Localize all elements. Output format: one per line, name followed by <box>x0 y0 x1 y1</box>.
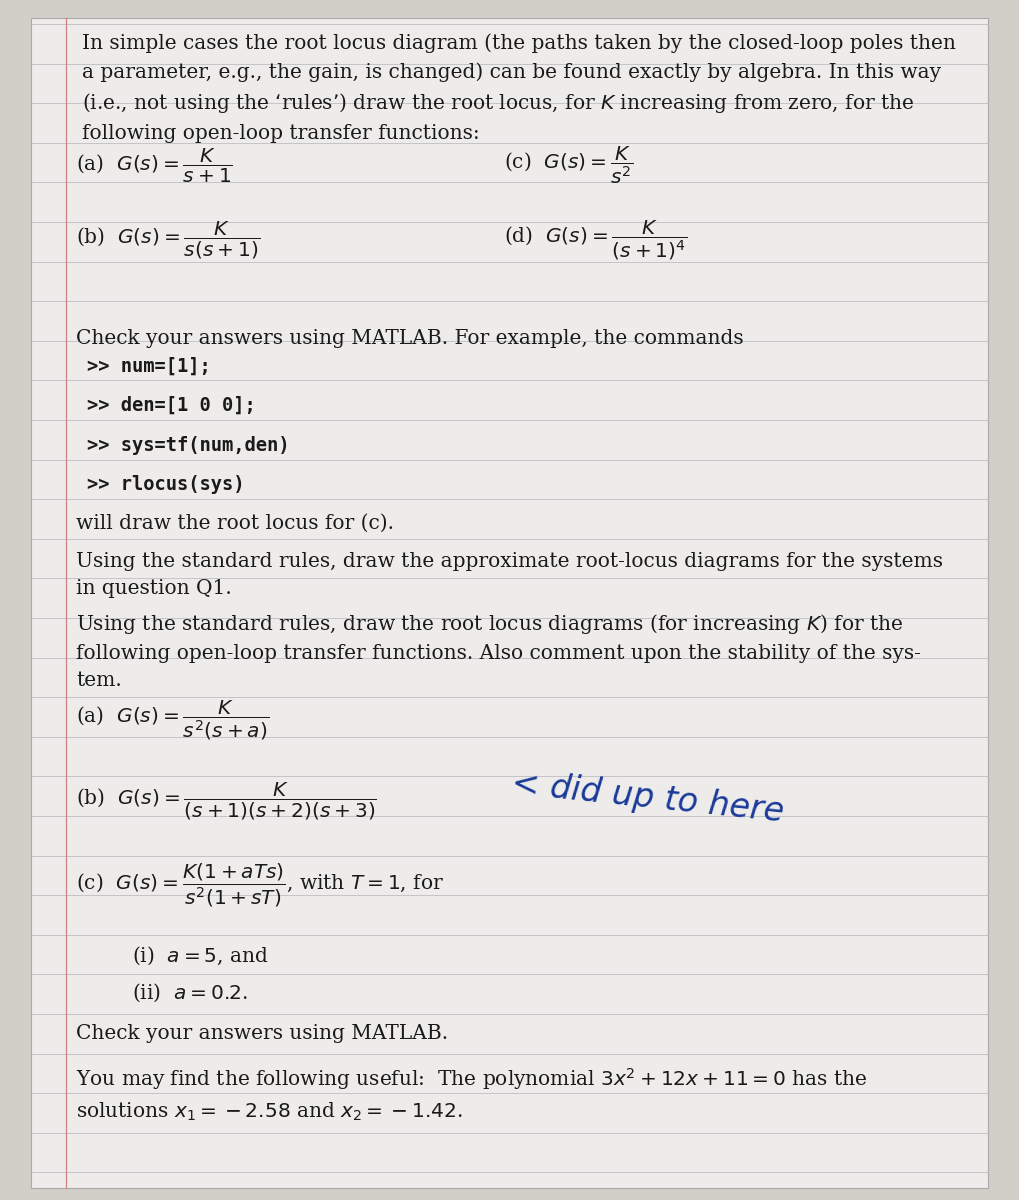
Text: >> den=[1 0 0];: >> den=[1 0 0]; <box>87 396 256 415</box>
Text: (i)  $a = 5$, and: (i) $a = 5$, and <box>132 944 269 967</box>
Polygon shape <box>31 18 988 1188</box>
Text: (c)  $G(s) = \dfrac{K}{s^2}$: (c) $G(s) = \dfrac{K}{s^2}$ <box>504 145 634 186</box>
Text: (c)  $G(s) = \dfrac{K(1+aTs)}{s^2(1+sT)}$, with $T = 1$, for: (c) $G(s) = \dfrac{K(1+aTs)}{s^2(1+sT)}$… <box>76 862 444 910</box>
Text: (b)  $G(s) = \dfrac{K}{s(s+1)}$: (b) $G(s) = \dfrac{K}{s(s+1)}$ <box>76 220 261 260</box>
Text: (ii)  $a = 0.2$.: (ii) $a = 0.2$. <box>132 982 249 1004</box>
Text: In simple cases the root locus diagram (the paths taken by the closed-loop poles: In simple cases the root locus diagram (… <box>82 34 956 143</box>
Text: >> num=[1];: >> num=[1]; <box>87 356 210 376</box>
Text: (a)  $G(s) = \dfrac{K}{s+1}$: (a) $G(s) = \dfrac{K}{s+1}$ <box>76 146 233 185</box>
Text: (d)  $G(s) = \dfrac{K}{(s+1)^4}$: (d) $G(s) = \dfrac{K}{(s+1)^4}$ <box>504 218 688 262</box>
Text: Check your answers using MATLAB.: Check your answers using MATLAB. <box>76 1024 448 1043</box>
Text: Using the standard rules, draw the root locus diagrams (for increasing $K$) for : Using the standard rules, draw the root … <box>76 612 921 690</box>
Text: will draw the root locus for (c).: will draw the root locus for (c). <box>76 514 394 533</box>
Text: (a)  $G(s) = \dfrac{K}{s^2(s+a)}$: (a) $G(s) = \dfrac{K}{s^2(s+a)}$ <box>76 698 270 742</box>
Text: (b)  $G(s) = \dfrac{K}{(s+1)(s+2)(s+3)}$: (b) $G(s) = \dfrac{K}{(s+1)(s+2)(s+3)}$ <box>76 781 377 822</box>
Text: < did up to here: < did up to here <box>510 767 785 829</box>
Text: Using the standard rules, draw the approximate root-locus diagrams for the syste: Using the standard rules, draw the appro… <box>76 552 944 599</box>
Text: >> sys=tf(num,den): >> sys=tf(num,den) <box>87 436 289 455</box>
Text: Check your answers using MATLAB. For example, the commands: Check your answers using MATLAB. For exa… <box>76 329 744 348</box>
Text: You may find the following useful:  The polynomial $3x^2 + 12x + 11 = 0$ has the: You may find the following useful: The p… <box>76 1066 868 1123</box>
Text: >> rlocus(sys): >> rlocus(sys) <box>87 475 245 494</box>
